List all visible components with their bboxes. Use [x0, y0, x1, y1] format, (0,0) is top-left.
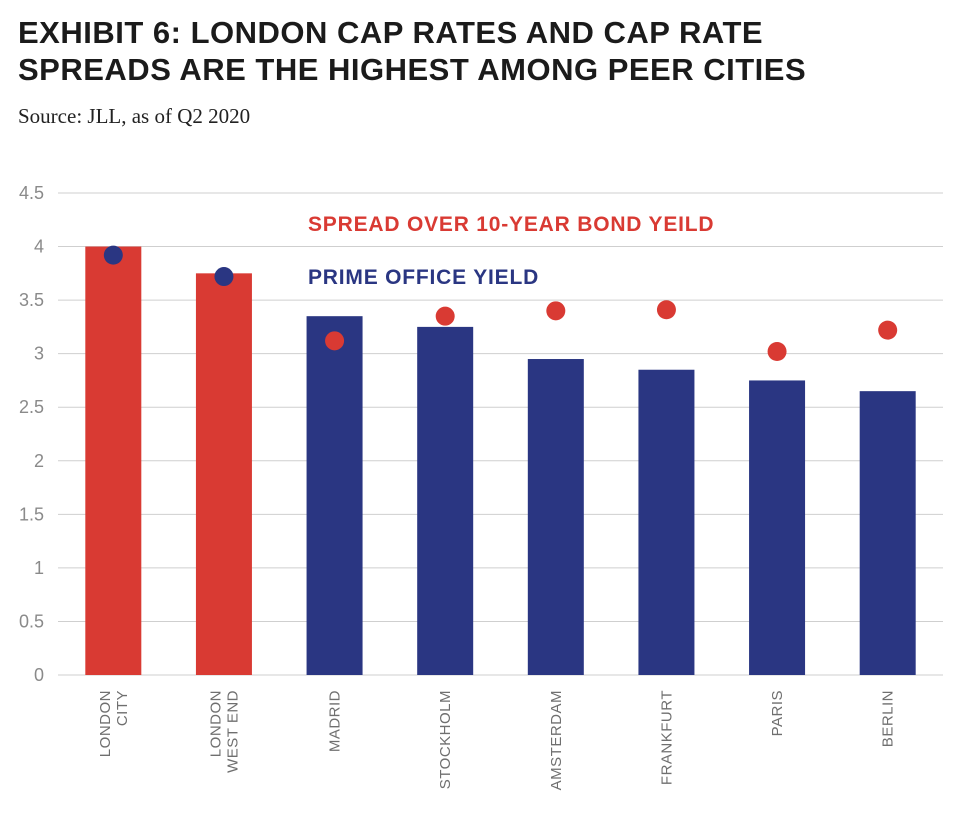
legend-yield-label: PRIME OFFICE YIELD — [308, 266, 539, 289]
x-category-label-line: CITY — [114, 690, 131, 726]
chart-title-line-2: SPREADS ARE THE HIGHEST AMONG PEER CITIE… — [18, 52, 807, 87]
bar — [527, 359, 584, 675]
x-category-label-line: AMSTERDAM — [548, 690, 565, 790]
x-category-label-line: MADRID — [327, 690, 344, 752]
legend-spread-label: SPREAD OVER 10-YEAR BOND YEILD — [308, 213, 714, 236]
x-category-label-line: STOCKHOLM — [437, 690, 454, 789]
y-tick-label: 4.5 — [19, 183, 44, 203]
y-tick-label: 1 — [34, 558, 44, 578]
bar — [417, 326, 474, 675]
chart-title: EXHIBIT 6: LONDON CAP RATES AND CAP RATE… — [18, 14, 948, 88]
spread-dots — [103, 245, 898, 362]
bar — [749, 380, 806, 675]
y-tick-label: 3.5 — [19, 290, 44, 310]
x-category-label-line: WEST END — [224, 690, 241, 773]
y-tick-label: 0 — [34, 665, 44, 685]
bars — [85, 246, 916, 676]
y-axis-ticks: 0 0.5 1 1.5 2 2.5 3 3.5 4 4.5 — [19, 183, 44, 685]
x-category-label-line: FRANKFURT — [658, 690, 675, 785]
spread-dot — [767, 342, 787, 362]
x-category-label-line: BERLIN — [880, 690, 897, 747]
x-category-label: LONDONCITY — [97, 690, 131, 757]
y-tick-label: 2 — [34, 451, 44, 471]
bar — [638, 369, 695, 675]
spread-dot — [656, 300, 676, 320]
spread-dot — [325, 331, 345, 351]
x-axis-labels: LONDONCITY LONDONWEST END MADRID STOCKHOLM A… — [97, 690, 897, 790]
spread-dot — [546, 301, 566, 321]
spread-dot — [214, 267, 234, 287]
spread-dot — [103, 245, 123, 265]
x-category-label-line: LONDON — [207, 690, 224, 757]
y-tick-label: 1.5 — [19, 504, 44, 524]
x-category-label: LONDONWEST END — [207, 690, 241, 773]
legend: SPREAD OVER 10-YEAR BOND YEILD PRIME OFFI… — [308, 213, 714, 289]
x-category-label: STOCKHOLM — [437, 690, 454, 789]
bar — [859, 391, 916, 675]
y-tick-label: 0.5 — [19, 611, 44, 631]
y-tick-label: 2.5 — [19, 397, 44, 417]
x-category-label-line: PARIS — [769, 690, 786, 736]
y-tick-label: 3 — [34, 344, 44, 364]
spread-dot — [878, 320, 898, 340]
bar — [85, 246, 142, 676]
x-category-label: BERLIN — [880, 690, 897, 747]
bar — [306, 316, 363, 675]
bar — [195, 273, 252, 675]
x-category-label-line: LONDON — [97, 690, 114, 757]
spread-dot — [435, 306, 455, 326]
x-category-label: FRANKFURT — [658, 690, 675, 785]
y-tick-label: 4 — [34, 237, 44, 257]
x-category-label: AMSTERDAM — [548, 690, 565, 790]
x-category-label: PARIS — [769, 690, 786, 736]
x-category-label: MADRID — [327, 690, 344, 752]
chart-title-line-1: EXHIBIT 6: LONDON CAP RATES AND CAP RATE — [18, 15, 764, 50]
chart-source: Source: JLL, as of Q2 2020 — [18, 104, 251, 128]
